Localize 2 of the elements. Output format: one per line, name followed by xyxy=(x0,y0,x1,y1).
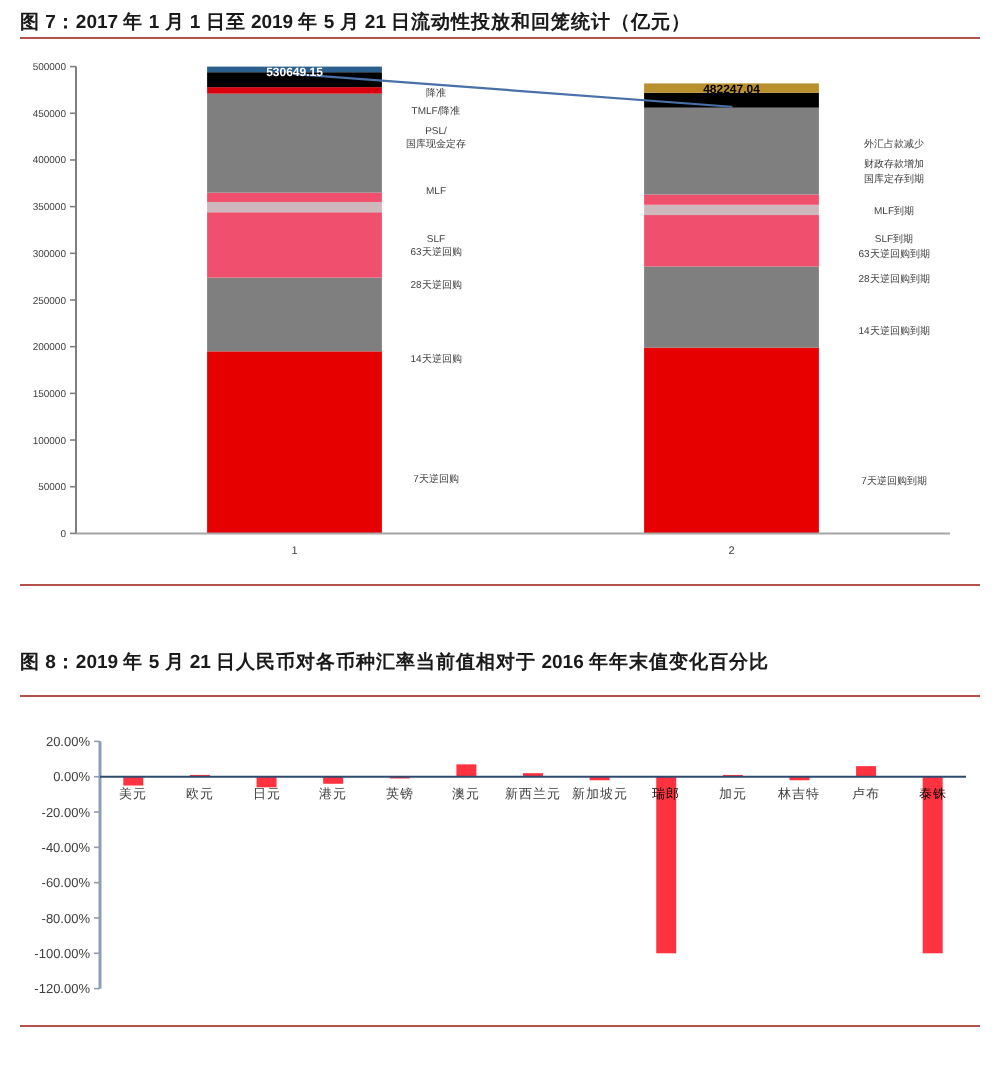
chart-title: 图 8：2019 年 5 月 21 日人民币对各币种汇率当前值相对于 2016 年年末值变化百分比 xyxy=(20,650,770,674)
chart-title: 图 7：2017 年 1 月 1 日至 2019 年 5 月 21 日流动性投放和回笼统计（亿元） xyxy=(20,10,692,34)
